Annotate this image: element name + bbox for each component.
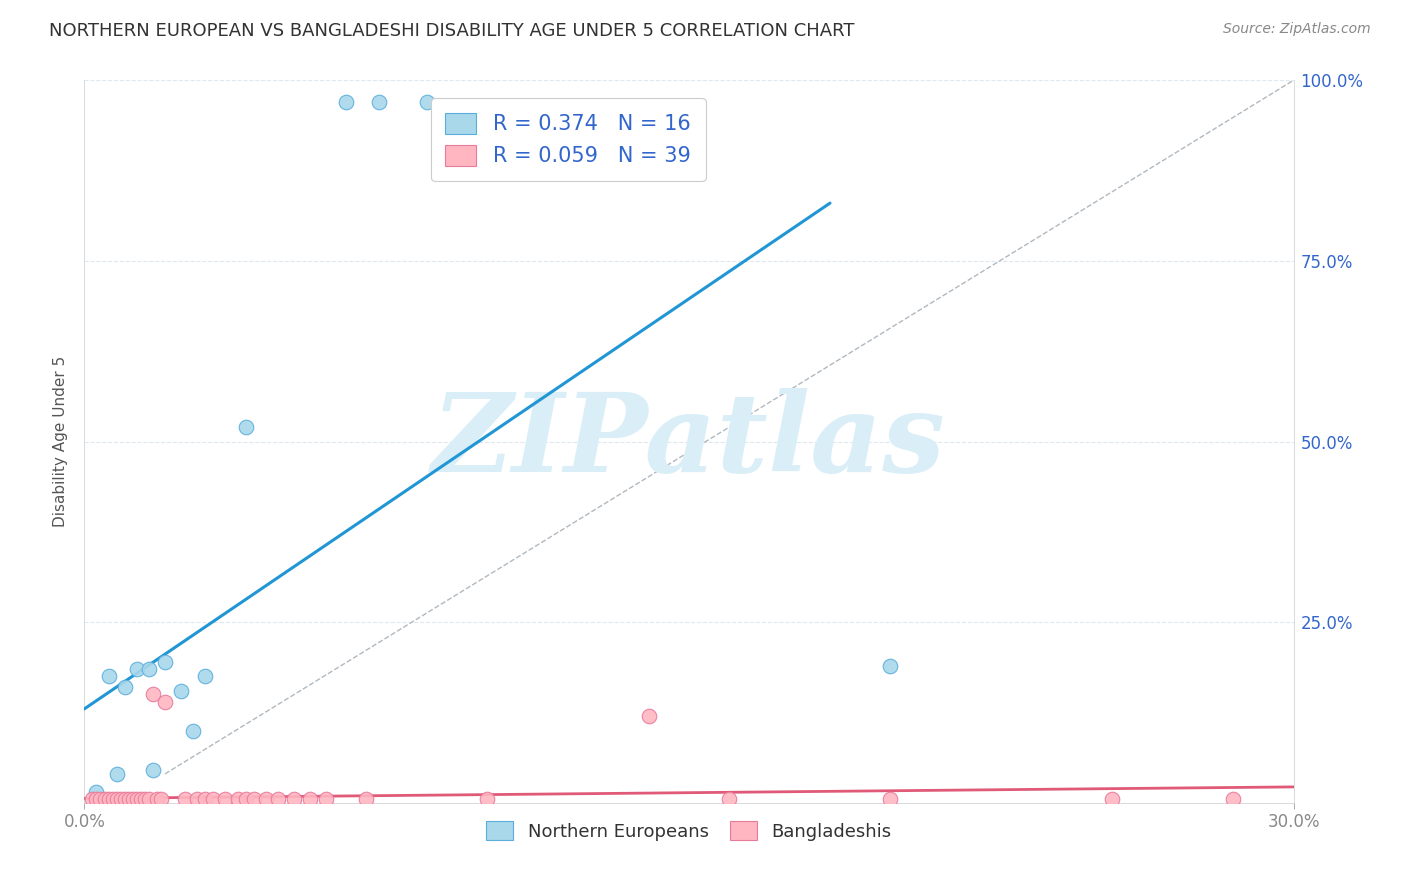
Point <box>82 792 104 806</box>
Point <box>235 792 257 806</box>
Point <box>299 792 322 806</box>
Point <box>242 792 264 806</box>
Point <box>146 792 169 806</box>
Point <box>114 680 136 694</box>
Point <box>186 792 208 806</box>
Point <box>125 792 148 806</box>
Text: NORTHERN EUROPEAN VS BANGLADESHI DISABILITY AGE UNDER 5 CORRELATION CHART: NORTHERN EUROPEAN VS BANGLADESHI DISABIL… <box>49 22 855 40</box>
Point <box>93 792 115 806</box>
Point <box>879 658 901 673</box>
Point <box>86 792 108 806</box>
Point <box>181 723 204 738</box>
Point <box>153 695 176 709</box>
Point <box>101 792 124 806</box>
Point <box>416 95 439 109</box>
Point <box>118 792 141 806</box>
Point <box>226 792 249 806</box>
Point <box>214 792 236 806</box>
Point <box>477 792 499 806</box>
Text: ZIPatlas: ZIPatlas <box>432 388 946 495</box>
Point <box>89 792 111 806</box>
Point <box>97 669 120 683</box>
Point <box>142 764 165 778</box>
Point <box>1222 792 1244 806</box>
Point <box>153 655 176 669</box>
Point <box>315 792 337 806</box>
Point <box>194 792 217 806</box>
Point <box>335 95 357 109</box>
Point <box>235 420 257 434</box>
Legend: Northern Europeans, Bangladeshis: Northern Europeans, Bangladeshis <box>479 814 898 848</box>
Point <box>356 792 378 806</box>
Point <box>142 687 165 701</box>
Point <box>170 683 193 698</box>
Point <box>134 792 156 806</box>
Point <box>86 785 108 799</box>
Y-axis label: Disability Age Under 5: Disability Age Under 5 <box>53 356 69 527</box>
Point <box>718 792 741 806</box>
Point <box>105 767 128 781</box>
Point <box>637 709 659 723</box>
Point <box>149 792 172 806</box>
Point <box>114 792 136 806</box>
Point <box>125 662 148 676</box>
Point <box>879 792 901 806</box>
Point <box>97 792 120 806</box>
Point <box>129 792 152 806</box>
Point <box>194 669 217 683</box>
Point <box>138 662 160 676</box>
Point <box>202 792 225 806</box>
Point <box>283 792 305 806</box>
Point <box>174 792 197 806</box>
Point <box>267 792 290 806</box>
Point <box>105 792 128 806</box>
Text: Source: ZipAtlas.com: Source: ZipAtlas.com <box>1223 22 1371 37</box>
Point <box>121 792 143 806</box>
Point <box>138 792 160 806</box>
Point <box>1101 792 1123 806</box>
Point <box>254 792 277 806</box>
Point <box>110 792 132 806</box>
Point <box>367 95 389 109</box>
